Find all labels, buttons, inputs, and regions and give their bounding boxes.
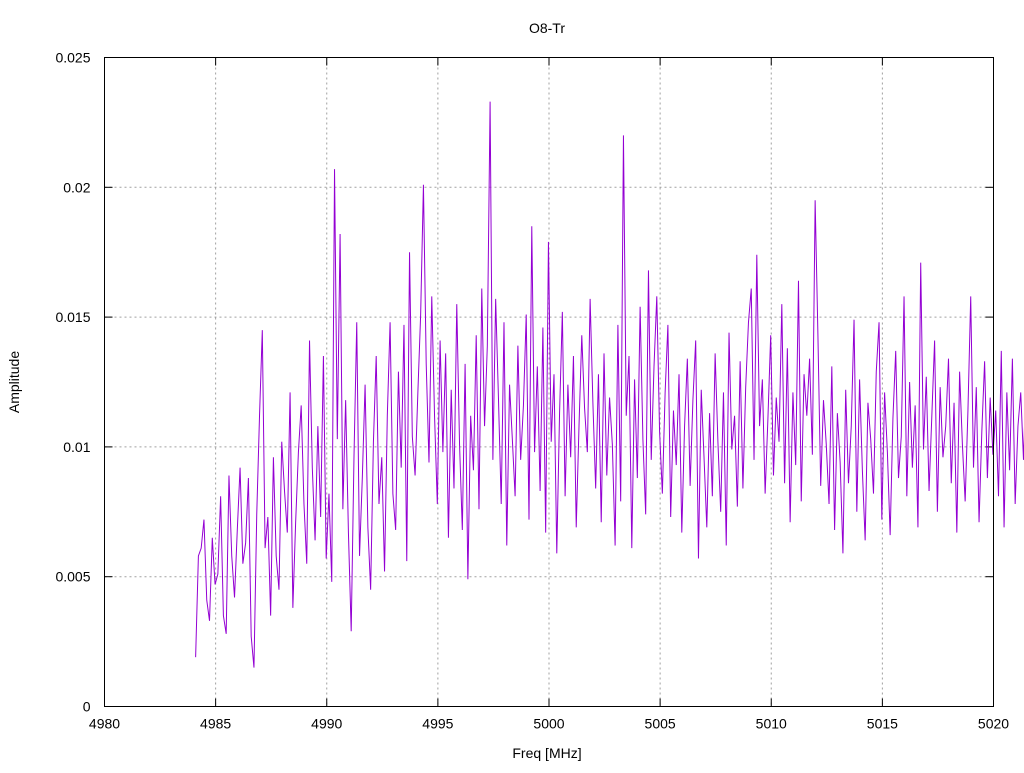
y-tick-labels: 0 0.005 0.01 0.015 0.02 0.025 (55, 50, 90, 715)
chart-title: O8-Tr (529, 20, 565, 36)
amplitude-series-line (195, 101, 1024, 668)
x-tick-label: 5010 (756, 716, 787, 732)
series-layer (195, 101, 1024, 668)
x-tick-labels: 4980 4985 4990 4995 5000 5005 5010 5015 5020 (89, 716, 1009, 732)
x-tick-label: 4980 (89, 716, 120, 732)
plot-frame (104, 57, 994, 707)
x-tick-label: 5020 (978, 716, 1009, 732)
y-tick-label: 0.005 (55, 569, 90, 585)
y-axis-label: Amplitude (6, 351, 22, 413)
y-tick-label: 0.02 (63, 179, 90, 195)
grid (104, 57, 994, 707)
x-tick-label: 5005 (645, 716, 676, 732)
y-tick-label: 0.01 (63, 439, 90, 455)
x-tick-label: 4985 (200, 716, 231, 732)
x-tick-label: 4990 (311, 716, 342, 732)
y-tick-label: 0.025 (55, 50, 90, 66)
y-tick-label: 0.015 (55, 309, 90, 325)
x-tick-label: 5015 (867, 716, 898, 732)
x-axis-label: Freq [MHz] (512, 745, 581, 761)
y-tick-label: 0 (83, 699, 91, 715)
x-tick-label: 5000 (533, 716, 564, 732)
x-tick-label: 4995 (422, 716, 453, 732)
